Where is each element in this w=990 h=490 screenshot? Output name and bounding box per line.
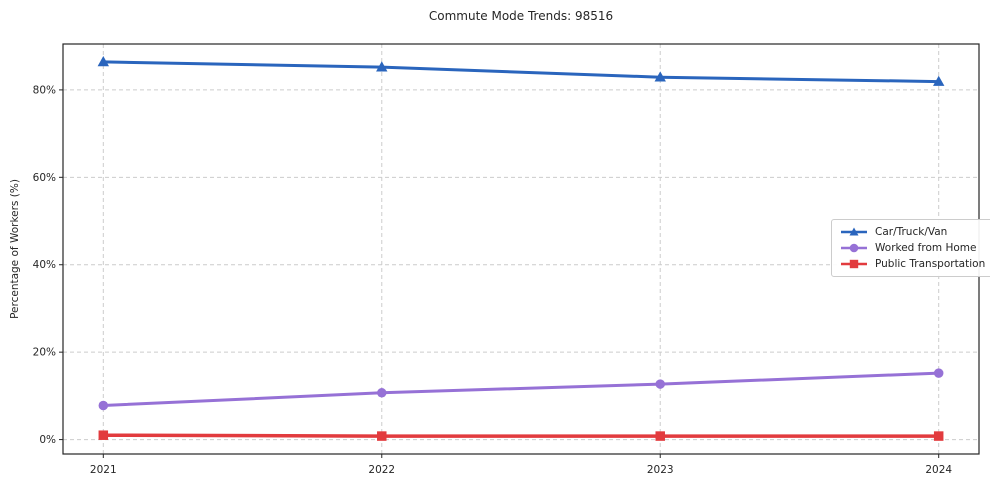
- x-tick-label: 2022: [368, 464, 395, 476]
- legend-square-icon: [849, 259, 859, 269]
- series-line-car-truck-van: [101, 60, 941, 84]
- series-line-public-transportation: [101, 433, 941, 438]
- legend-label-public-transportation: Public Transportation: [875, 258, 986, 270]
- x-tick-label: 2023: [647, 464, 674, 476]
- y-tick-label: 0%: [39, 434, 56, 446]
- series-marker-worked-from-home: [98, 400, 109, 411]
- series-marker-public-transportation: [933, 431, 944, 441]
- series-marker-worked-from-home: [933, 368, 944, 378]
- series-marker-car-truck-van: [932, 75, 945, 86]
- series-marker-worked-from-home: [377, 388, 387, 398]
- series-marker-worked-from-home: [655, 379, 665, 389]
- series-marker-public-transportation: [98, 430, 109, 440]
- series-marker-car-truck-van: [376, 61, 388, 72]
- legend-label-worked-from-home: Worked from Home: [875, 242, 977, 254]
- legend-item-worked-from-home: Worked from Home: [839, 242, 985, 254]
- y-tick-label: 60%: [33, 172, 56, 184]
- y-tick-label: 40%: [33, 259, 56, 271]
- series-marker-public-transportation: [655, 431, 665, 441]
- series-marker-public-transportation: [377, 431, 387, 441]
- legend-item-public-transportation: Public Transportation: [839, 258, 985, 270]
- chart-title: Commute Mode Trends: 98516: [428, 9, 614, 23]
- y-tick-label: 80%: [33, 84, 56, 96]
- legend-label-car-truck-van: Car/Truck/Van: [875, 226, 948, 238]
- legend-item-car-truck-van: Car/Truck/Van: [839, 226, 985, 238]
- legend-marker-public-transportation-icon: [841, 259, 867, 269]
- x-tick-label: 2024: [925, 464, 952, 476]
- series-marker-car-truck-van: [97, 56, 110, 67]
- legend-marker-car-truck-van-icon: [841, 227, 867, 236]
- series-marker-car-truck-van: [654, 71, 666, 82]
- legend: Car/Truck/Van Worked from Home Public Tran…: [831, 219, 990, 277]
- x-tick-label: 2021: [90, 464, 117, 476]
- legend-marker-worked-from-home-icon: [841, 243, 867, 253]
- legend-triangle-icon: [849, 227, 859, 236]
- legend-circle-icon: [849, 243, 859, 253]
- series-line-worked-from-home: [101, 371, 941, 407]
- y-tick-label: 20%: [33, 347, 56, 359]
